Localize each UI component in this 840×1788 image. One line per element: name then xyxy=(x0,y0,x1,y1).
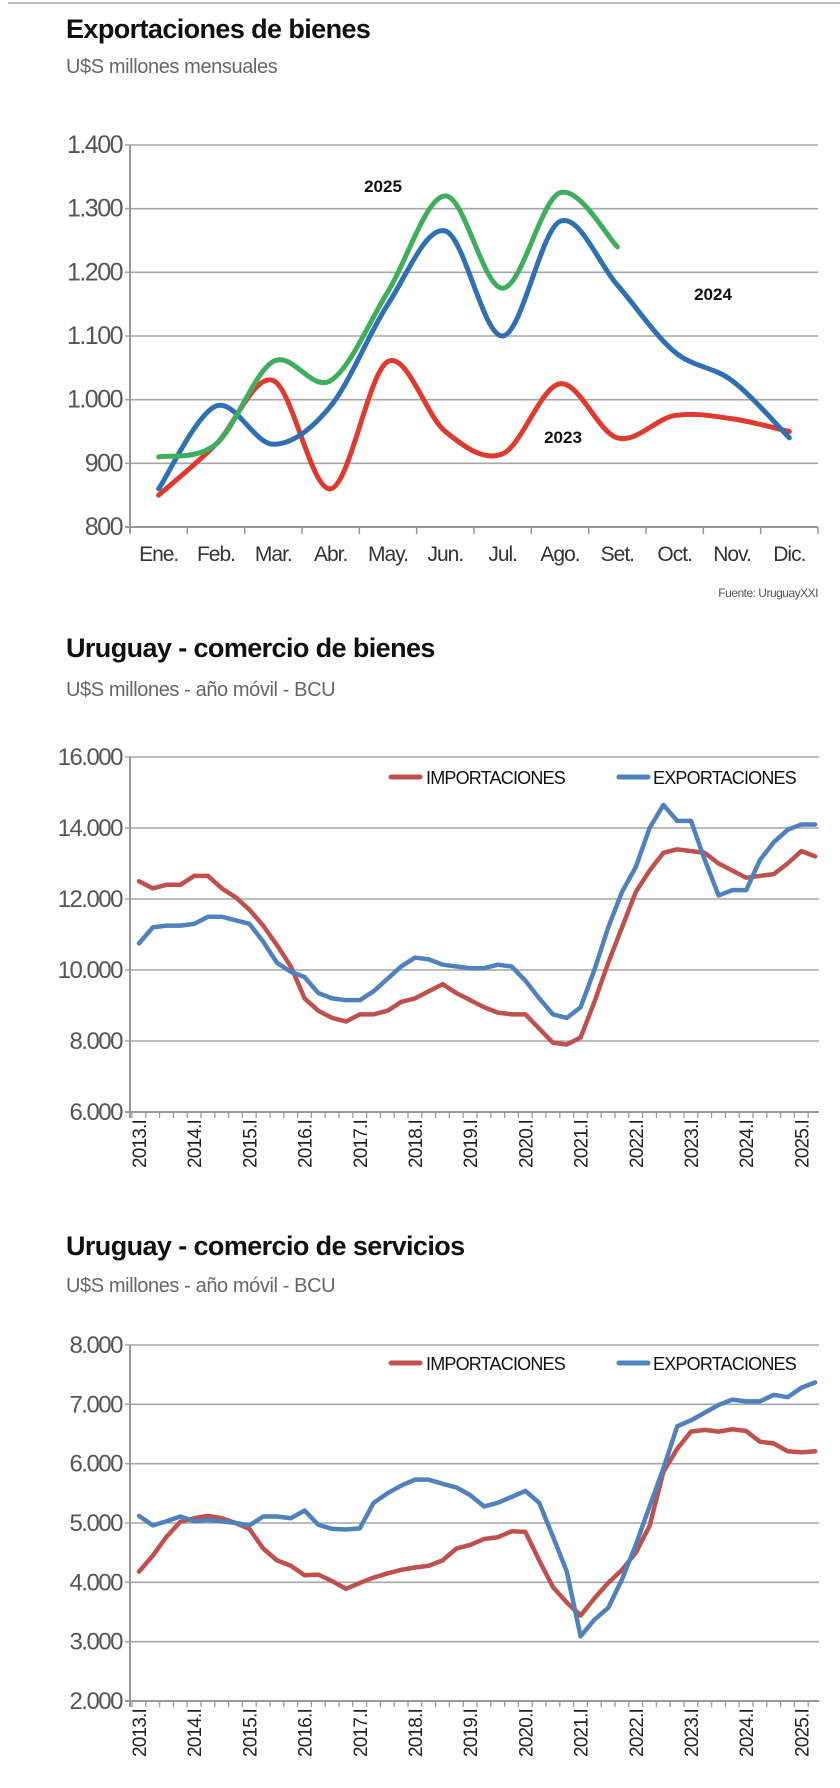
legend: IMPORTACIONES EXPORTACIONES xyxy=(388,1354,798,1374)
x-tick-label: 2016.I xyxy=(296,1709,317,1757)
x-tick-label: 2021.I xyxy=(572,1120,593,1168)
y-tick-label: 1.300 xyxy=(67,195,123,223)
y-tick-label: 6.000 xyxy=(69,1451,123,1478)
chart-comercio-de-servicios: 2.000 3.000 4.000 5.000 6.000 7.000 8.000 2013.… xyxy=(69,1332,819,1757)
x-tick-label: 2014.I xyxy=(185,1709,206,1757)
x-tick-label: 2018.I xyxy=(406,1709,427,1757)
x-tick-label: 2022.I xyxy=(627,1709,648,1757)
y-tick-label: 5.000 xyxy=(69,1510,123,1537)
x-tick-label: 2023.I xyxy=(682,1120,703,1168)
series-line-exportaciones xyxy=(136,1380,818,1639)
x-tick-label: Nov. xyxy=(713,543,751,566)
series-label-2025: 2025 xyxy=(364,177,402,196)
legend-label-exportaciones: EXPORTACIONES xyxy=(653,768,797,788)
x-tick-label: 2023.I xyxy=(682,1709,703,1757)
x-tick-label: 2019.I xyxy=(461,1120,482,1168)
x-tick-label: Oct. xyxy=(657,543,692,566)
legend-label-importaciones: IMPORTACIONES xyxy=(426,1354,566,1374)
x-tick-label: 2020.I xyxy=(516,1120,537,1168)
x-tick-label: 2020.I xyxy=(516,1709,537,1757)
series-line-importaciones xyxy=(136,1427,818,1618)
source-note: Fuente: UruguayXXI xyxy=(718,586,818,600)
y-tick-label: 2.000 xyxy=(69,1688,123,1715)
x-tick-label: Mar. xyxy=(255,543,292,566)
y-tick-label: 7.000 xyxy=(69,1391,123,1418)
x-tick-label: Feb. xyxy=(197,543,235,566)
chart2-subtitle: U$S millones - año móvil - BCU xyxy=(66,679,336,701)
chart-comercio-de-bienes: 6.000 8.000 10.000 12.000 14.000 16.000 2013.I… xyxy=(58,744,819,1168)
x-tick-label: Ago. xyxy=(540,543,579,566)
y-tick-label: 4.000 xyxy=(69,1569,123,1596)
y-tick-label: 800 xyxy=(85,513,123,541)
series-line-2023 xyxy=(156,358,792,498)
x-tick-label: 2013.I xyxy=(130,1120,151,1168)
chart-exportaciones-de-bienes: 800 900 1.000 1.100 1.200 1.300 1.400 Ene. Feb. M… xyxy=(67,131,819,600)
legend-label-exportaciones: EXPORTACIONES xyxy=(653,1354,797,1374)
y-tick-label: 8.000 xyxy=(69,1332,123,1359)
x-tick-label: 2015.I xyxy=(240,1120,261,1168)
series-line-2024 xyxy=(156,218,792,492)
x-tick-label: 2018.I xyxy=(406,1120,427,1168)
y-tick-label: 1.400 xyxy=(67,131,123,159)
x-tick-label: 2017.I xyxy=(351,1120,372,1168)
y-tick-label: 12.000 xyxy=(58,886,124,913)
x-tick-label: 2015.I xyxy=(240,1709,261,1757)
y-tick-label: 900 xyxy=(85,449,123,477)
x-tick-label: Jul. xyxy=(488,543,517,566)
y-tick-label: 16.000 xyxy=(58,744,124,771)
series-label-2023: 2023 xyxy=(544,428,582,447)
y-tick-label: 3.000 xyxy=(69,1629,123,1656)
x-tick-label: Ene. xyxy=(139,543,178,566)
y-tick-label: 10.000 xyxy=(58,957,124,984)
x-tick-label: Dic. xyxy=(773,543,805,566)
x-tick-label: 2014.I xyxy=(185,1120,206,1168)
top-divider xyxy=(8,2,840,4)
y-tick-label: 1.100 xyxy=(67,322,123,350)
series-label-2024: 2024 xyxy=(694,285,732,304)
y-tick-label: 1.200 xyxy=(67,258,123,286)
chart3-title: Uruguay - comercio de servicios xyxy=(66,1231,465,1261)
x-tick-label: 2025.I xyxy=(792,1120,813,1168)
chart1-subtitle: U$S millones mensuales xyxy=(66,56,278,78)
x-tick-label: May. xyxy=(368,543,408,566)
x-tick-label: 2024.I xyxy=(737,1709,758,1757)
chart1-title: Exportaciones de bienes xyxy=(66,14,371,44)
series-line-2025 xyxy=(156,189,620,460)
x-tick-label: 2017.I xyxy=(351,1709,372,1757)
y-tick-label: 6.000 xyxy=(69,1099,123,1126)
y-tick-label: 1.000 xyxy=(67,386,123,414)
x-tick-label: Set. xyxy=(601,543,634,566)
x-tick-label: 2016.I xyxy=(296,1120,317,1168)
series-line-exportaciones xyxy=(136,802,818,1021)
x-tick-label: 2021.I xyxy=(572,1709,593,1757)
x-tick-label: 2013.I xyxy=(130,1709,151,1757)
legend: IMPORTACIONES EXPORTACIONES xyxy=(388,768,798,788)
y-tick-label: 14.000 xyxy=(58,815,124,842)
x-tick-label: 2024.I xyxy=(737,1120,758,1168)
chart2-title: Uruguay - comercio de bienes xyxy=(66,633,435,663)
legend-label-importaciones: IMPORTACIONES xyxy=(426,768,566,788)
chart3-subtitle: U$S millones - año móvil - BCU xyxy=(66,1275,336,1297)
x-tick-label: Jun. xyxy=(427,543,463,566)
x-tick-label: 2019.I xyxy=(461,1709,482,1757)
x-tick-label: Abr. xyxy=(314,543,347,566)
x-tick-label: 2025.I xyxy=(792,1709,813,1757)
x-tick-label: 2022.I xyxy=(627,1120,648,1168)
y-tick-label: 8.000 xyxy=(69,1028,123,1055)
